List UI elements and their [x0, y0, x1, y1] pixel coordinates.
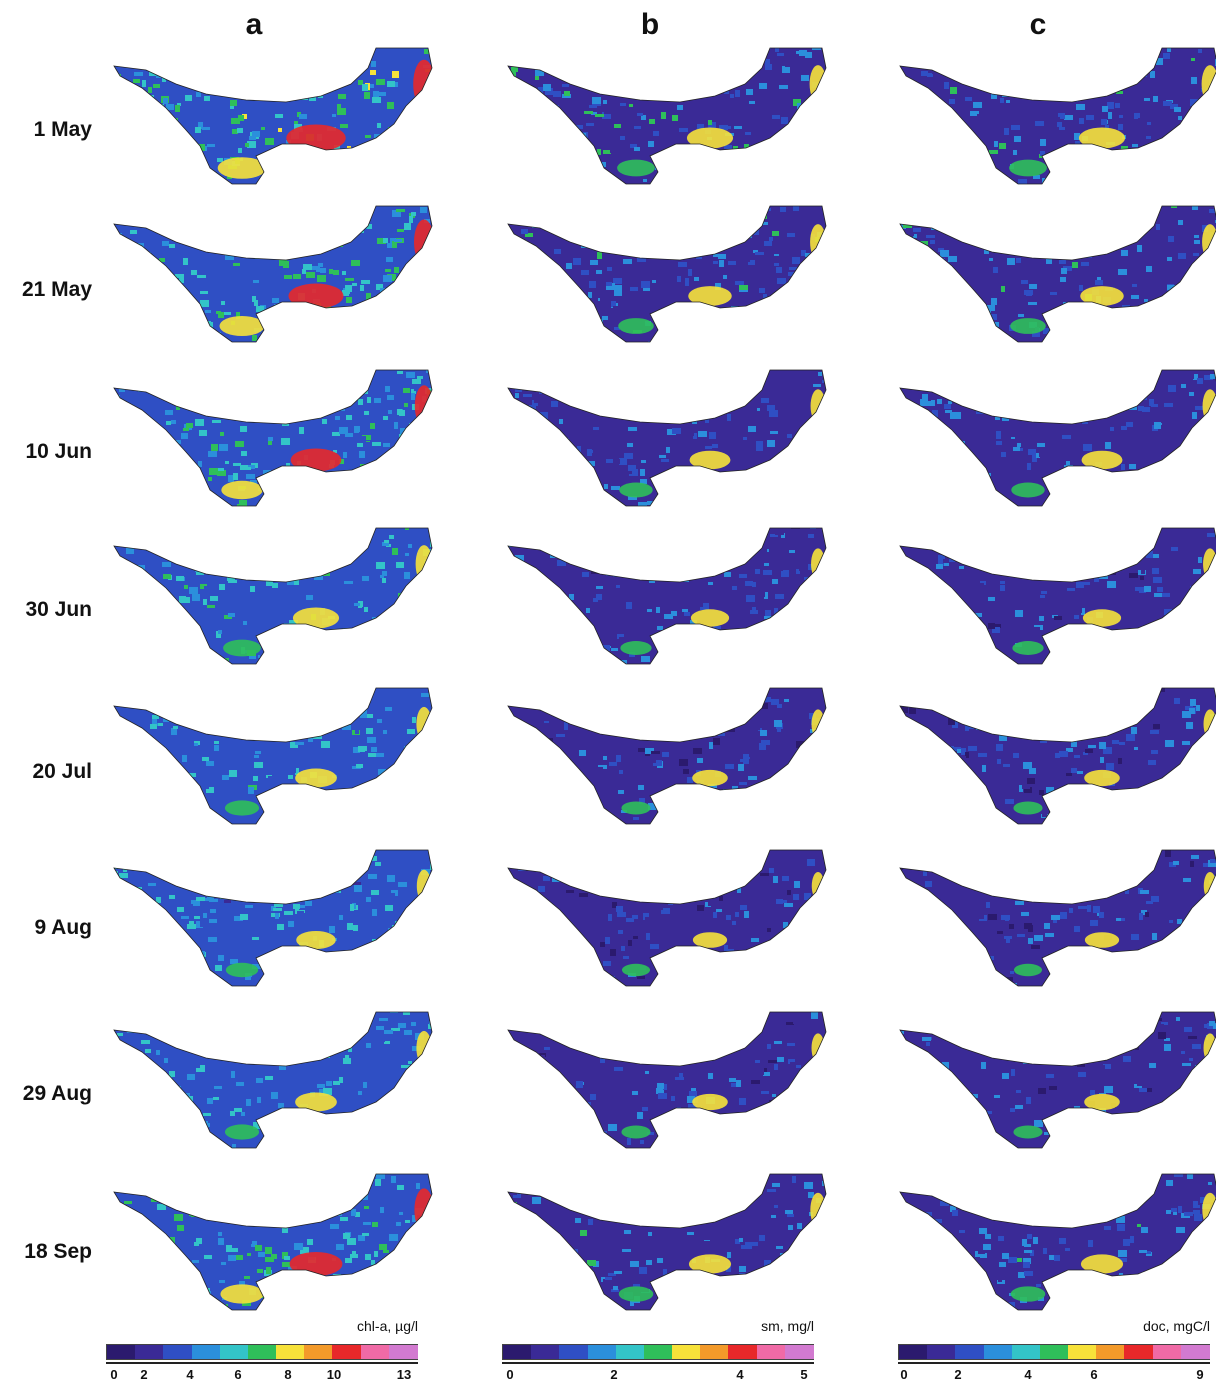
lake-map-c-1: [892, 40, 1216, 190]
lake-map-c-4: [892, 520, 1216, 670]
legend-tick-a-0: 0: [110, 1367, 118, 1382]
colorbar-c: [898, 1344, 1210, 1360]
legend-axis-b: [502, 1362, 814, 1364]
row-label-30-jun: 30 Jun: [25, 598, 92, 621]
legend-title-a: chl-a, µg/l: [357, 1318, 418, 1334]
lake-map-b-6: [500, 842, 830, 992]
legend-tick-c-2: 2: [954, 1367, 962, 1382]
lake-map-a-3: [106, 362, 436, 512]
lake-map-a-8: [106, 1166, 436, 1316]
colorbar-segment: [983, 1345, 1013, 1359]
legend-axis-c: [898, 1362, 1210, 1364]
legend-title-c: doc, mgC/l: [1143, 1318, 1210, 1334]
legend-c: doc, mgC/l 0 2 4 6 9: [898, 1318, 1210, 1386]
colorbar-segment: [332, 1345, 362, 1359]
legend-tick-a-10: 10: [326, 1367, 342, 1382]
colorbar-segment: [531, 1345, 560, 1359]
row-label-21-may: 21 May: [21, 278, 92, 301]
legend-tick-a-2: 2: [140, 1367, 148, 1382]
lake-map-c-8: [892, 1166, 1216, 1316]
colorbar-segment: [927, 1345, 956, 1359]
colorbar-segment: [135, 1345, 164, 1359]
legend-tick-a-6: 6: [234, 1367, 242, 1382]
legend-tick-c-6: 6: [1090, 1367, 1098, 1382]
lake-map-c-3: [892, 362, 1216, 512]
lake-map-a-7: [106, 1004, 436, 1154]
column-header-b: b: [640, 8, 660, 41]
colorbar-segment: [955, 1345, 985, 1359]
legend-tick-b-4: 4: [736, 1367, 744, 1382]
lake-map-b-1: [500, 40, 830, 190]
colorbar-segment: [784, 1345, 814, 1359]
colorbar-segment: [276, 1345, 305, 1359]
colorbar-segment: [107, 1345, 136, 1359]
legend-axis-a: [106, 1362, 418, 1364]
lake-map-a-6: [106, 842, 436, 992]
legend-b: sm, mg/l 0 2 4 5: [502, 1318, 814, 1386]
row-label-10-jun: 10 Jun: [25, 440, 92, 463]
legend-tick-b-5: 5: [800, 1367, 808, 1382]
legend-tick-b-2: 2: [610, 1367, 618, 1382]
colorbar-segment: [1011, 1345, 1041, 1359]
lake-map-a-1: [106, 40, 436, 190]
row-label-18-sep: 18 Sep: [24, 1240, 92, 1263]
colorbar-segment: [191, 1345, 221, 1359]
colorbar-segment: [728, 1345, 758, 1359]
colorbar-segment: [304, 1345, 334, 1359]
colorbar-segment: [247, 1345, 277, 1359]
colorbar-segment: [503, 1345, 532, 1359]
colorbar-segment: [388, 1345, 418, 1359]
lake-map-c-5: [892, 680, 1216, 830]
lake-map-b-5: [500, 680, 830, 830]
lake-map-a-4: [106, 520, 436, 670]
colorbar-segment: [1124, 1345, 1154, 1359]
colorbar-segment: [163, 1345, 193, 1359]
legend-tick-c-4: 4: [1024, 1367, 1032, 1382]
colorbar-segment: [1039, 1345, 1069, 1359]
colorbar-segment: [756, 1345, 786, 1359]
colorbar-segment: [1068, 1345, 1097, 1359]
colorbar-segment: [700, 1345, 730, 1359]
lake-map-b-8: [500, 1166, 830, 1316]
legend-tick-a-8: 8: [284, 1367, 292, 1382]
row-label-9-aug: 9 Aug: [34, 916, 92, 939]
lake-map-a-2: [106, 198, 436, 348]
colorbar-segment: [672, 1345, 701, 1359]
colorbar-segment: [360, 1345, 390, 1359]
colorbar-segment: [615, 1345, 645, 1359]
lake-map-c-6: [892, 842, 1216, 992]
legend-tick-c-9: 9: [1196, 1367, 1204, 1382]
colorbar-a: [106, 1344, 418, 1360]
legend-tick-c-0: 0: [900, 1367, 908, 1382]
colorbar-segment: [899, 1345, 928, 1359]
lake-map-c-7: [892, 1004, 1216, 1154]
row-label-20-jul: 20 Jul: [32, 760, 92, 783]
colorbar-segment: [587, 1345, 617, 1359]
lake-map-b-7: [500, 1004, 830, 1154]
lake-map-b-2: [500, 198, 830, 348]
lake-map-b-3: [500, 362, 830, 512]
colorbar-segment: [1180, 1345, 1210, 1359]
colorbar-segment: [219, 1345, 249, 1359]
legend-tick-a-4: 4: [186, 1367, 194, 1382]
legend-a: chl-a, µg/l 0 2 4 6 8 10 13: [106, 1318, 418, 1386]
row-label-1-may: 1 May: [33, 118, 92, 141]
colorbar-segment: [1096, 1345, 1126, 1359]
column-header-a: a: [245, 8, 263, 41]
lake-map-b-4: [500, 520, 830, 670]
column-header-c: c: [1029, 8, 1047, 41]
legend-tick-a-13: 13: [396, 1367, 412, 1382]
colorbar-segment: [559, 1345, 589, 1359]
colorbar-segment: [643, 1345, 673, 1359]
colorbar-segment: [1152, 1345, 1182, 1359]
legend-title-b: sm, mg/l: [761, 1318, 814, 1334]
lake-map-a-5: [106, 680, 436, 830]
legend-tick-b-0: 0: [506, 1367, 514, 1382]
colorbar-b: [502, 1344, 814, 1360]
row-label-29-aug: 29 Aug: [22, 1082, 92, 1105]
lake-map-c-2: [892, 198, 1216, 348]
